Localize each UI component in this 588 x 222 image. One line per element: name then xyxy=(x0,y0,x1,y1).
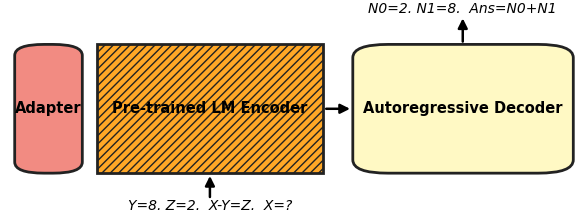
FancyBboxPatch shape xyxy=(353,44,573,173)
FancyBboxPatch shape xyxy=(15,44,82,173)
Text: Pre-trained LM Encoder: Pre-trained LM Encoder xyxy=(112,101,308,116)
Text: Autoregressive Decoder: Autoregressive Decoder xyxy=(363,101,563,116)
FancyBboxPatch shape xyxy=(97,44,323,173)
Text: Adapter: Adapter xyxy=(15,101,82,116)
Text: Y=8. Z=2.  X-Y=Z.  X=?: Y=8. Z=2. X-Y=Z. X=? xyxy=(128,199,292,214)
Text: N0=2. N1=8.  Ans=N0+N1: N0=2. N1=8. Ans=N0+N1 xyxy=(369,2,557,16)
